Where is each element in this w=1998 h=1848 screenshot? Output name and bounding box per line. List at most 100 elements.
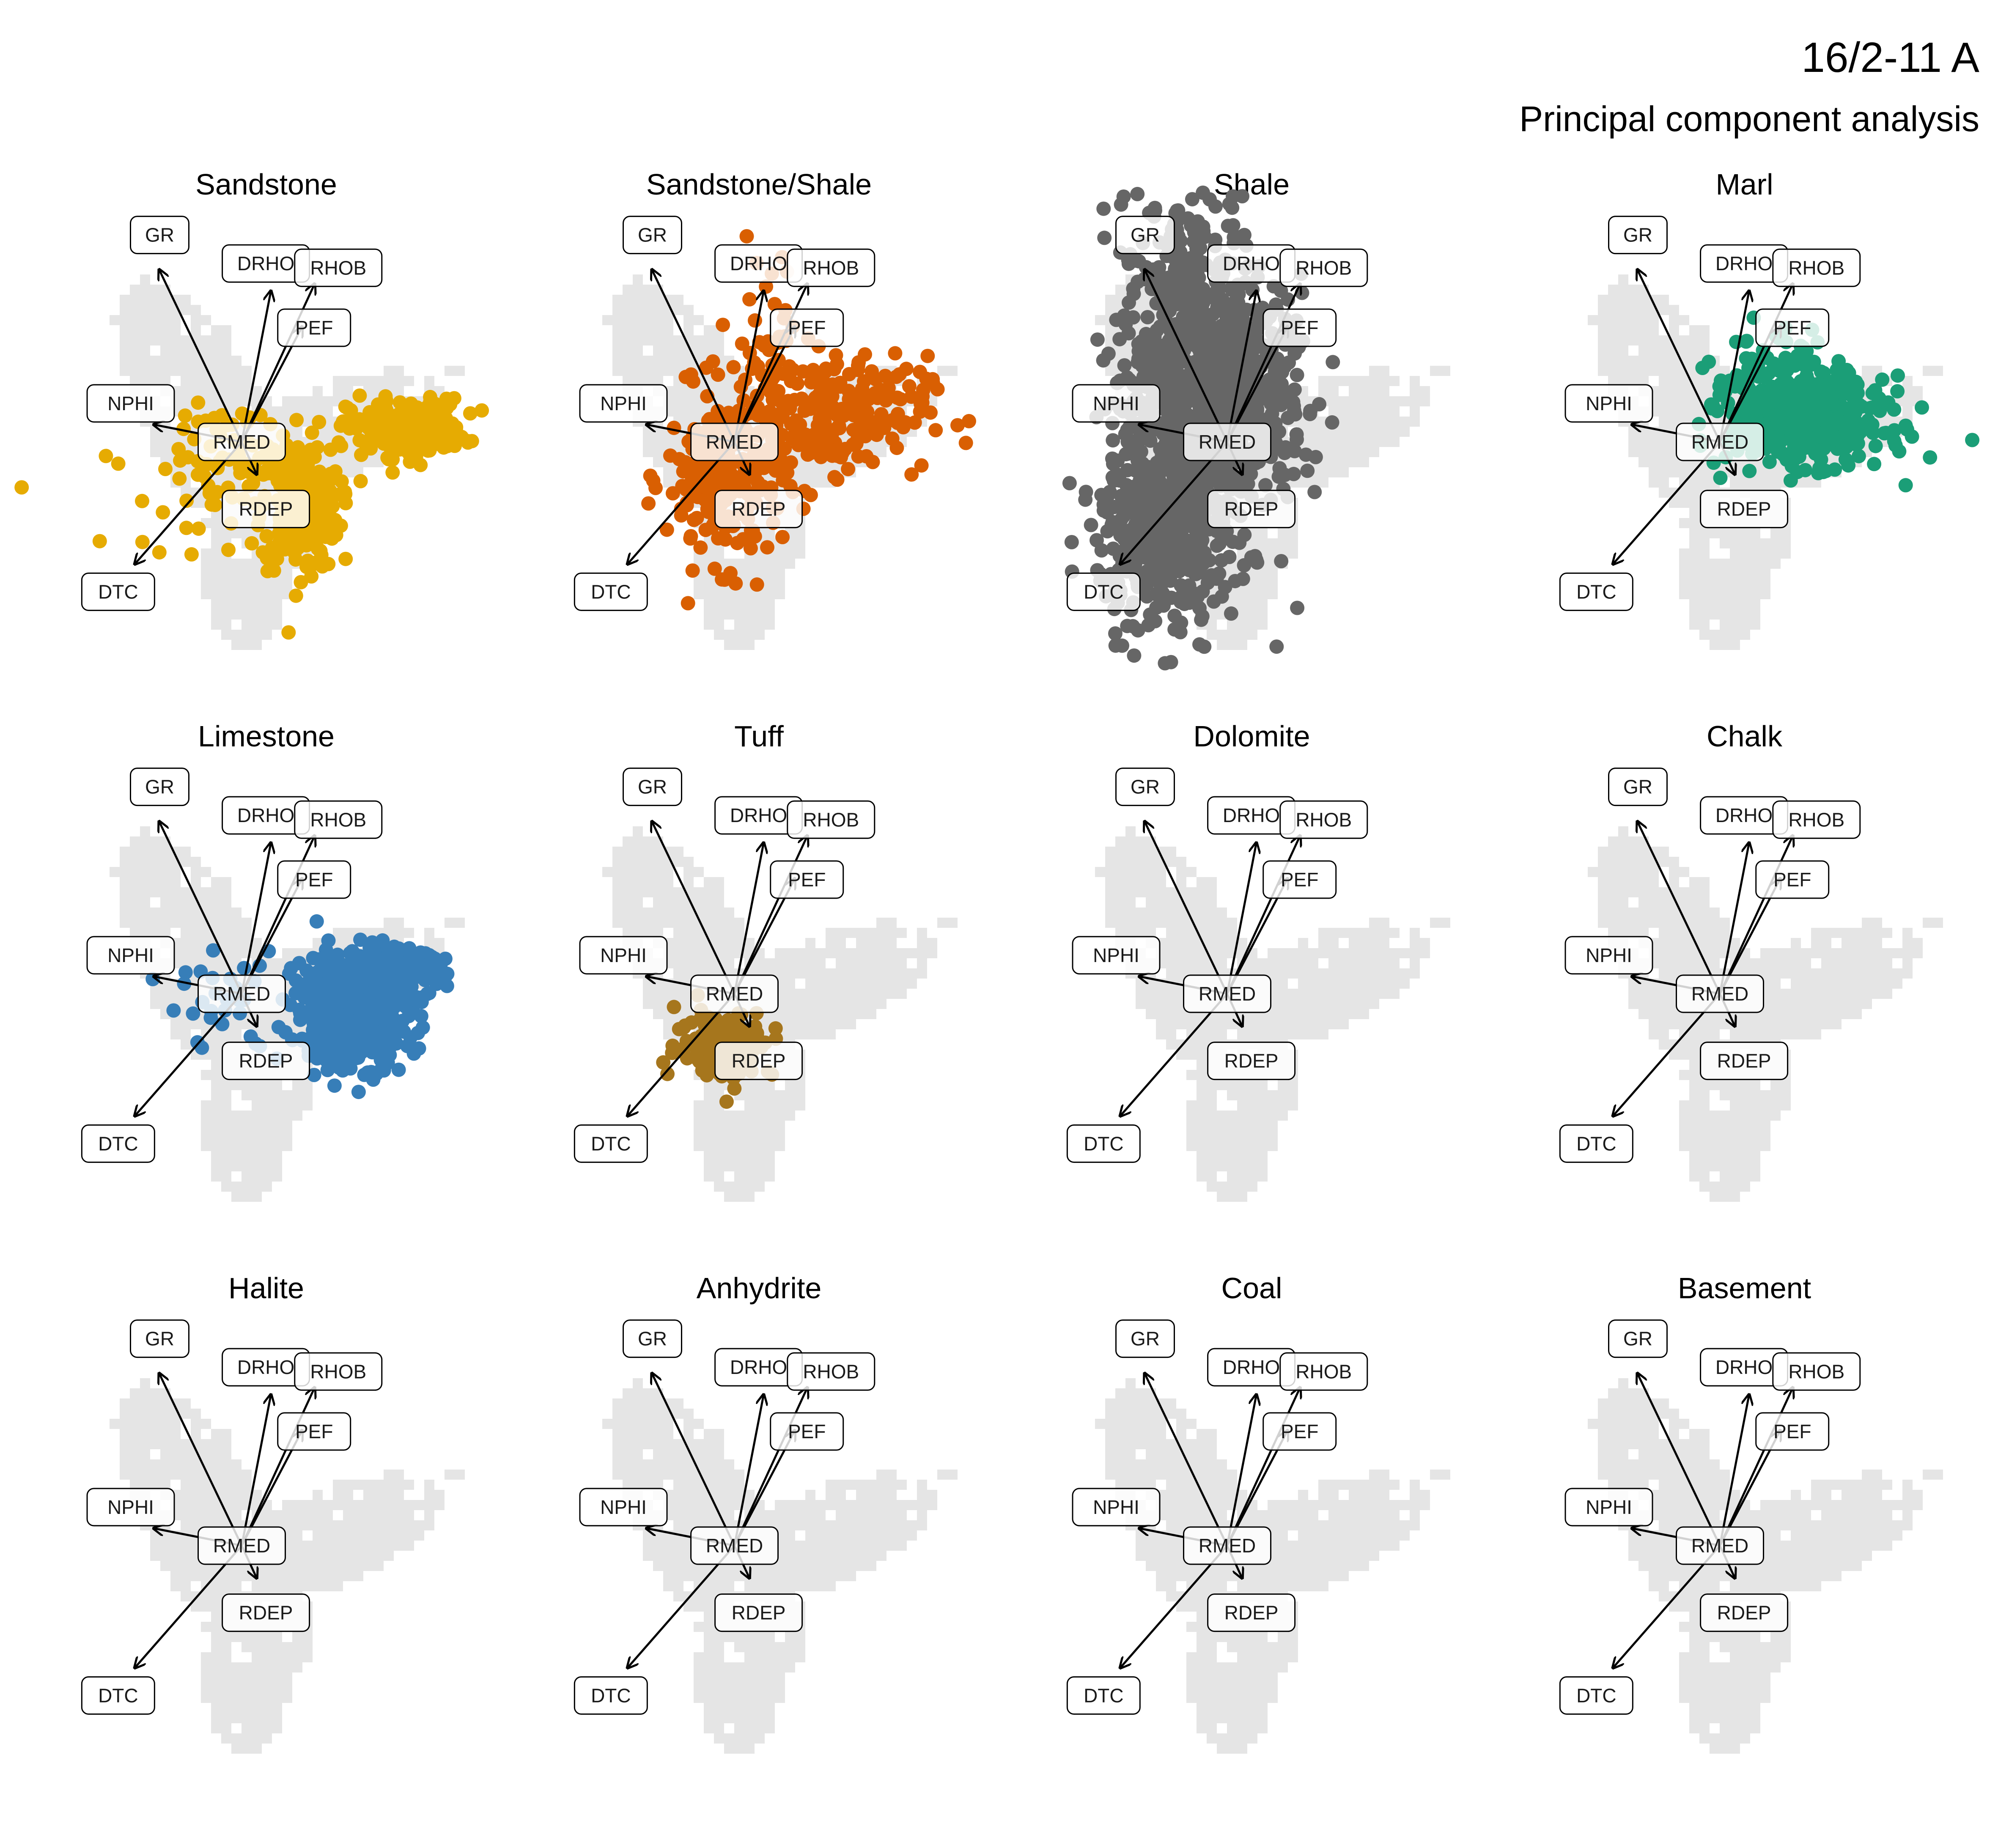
- density-cell: [765, 559, 775, 569]
- density-cell: [744, 630, 755, 640]
- density-cell: [653, 335, 663, 345]
- density-cell: [1339, 447, 1349, 457]
- density-cell: [211, 569, 221, 579]
- data-point: [111, 456, 126, 471]
- density-cell: [1268, 589, 1278, 599]
- density-cell: [1720, 599, 1730, 609]
- data-point: [1189, 330, 1204, 345]
- data-point: [291, 539, 305, 554]
- density-cell: [1730, 569, 1740, 579]
- data-point: [1713, 471, 1728, 485]
- data-point: [299, 559, 314, 574]
- data-point: [1224, 606, 1238, 621]
- density-cell: [231, 569, 242, 579]
- density-cell: [876, 447, 886, 457]
- data-point: [885, 431, 900, 446]
- density-cell: [1730, 579, 1740, 589]
- density-cell: [744, 559, 755, 569]
- density-cell: [1268, 569, 1278, 579]
- density-cell: [744, 609, 755, 620]
- data-point: [1841, 458, 1856, 473]
- density-cell: [1730, 609, 1740, 620]
- density-cell: [231, 599, 242, 609]
- density-cell: [744, 620, 755, 630]
- density-cell: [1628, 366, 1638, 376]
- density-cell: [1278, 538, 1288, 548]
- density-cell: [1379, 437, 1389, 447]
- density-cell: [653, 447, 663, 457]
- density-cell: [1608, 295, 1618, 305]
- density-cell: [130, 335, 140, 345]
- data-point: [1191, 304, 1205, 318]
- density-cell: [292, 427, 302, 437]
- label-dtc: DTC: [1066, 572, 1141, 611]
- density-cell: [805, 467, 815, 477]
- density-cell: [1750, 538, 1760, 548]
- data-point: [1120, 370, 1134, 385]
- density-cell: [1339, 437, 1349, 447]
- density-cell: [1379, 396, 1389, 406]
- density-cell: [1679, 315, 1689, 325]
- density-cell: [1339, 417, 1349, 427]
- density-cell: [714, 335, 724, 345]
- density-cell: [623, 315, 633, 325]
- density-cell: [1689, 569, 1699, 579]
- density-cell: [1710, 569, 1720, 579]
- density-cell: [262, 630, 272, 640]
- data-point: [1141, 349, 1156, 364]
- data-point: [643, 469, 658, 483]
- density-cell: [1770, 477, 1781, 488]
- data-point: [1117, 504, 1132, 518]
- label-nphi: NPHI: [86, 384, 175, 423]
- loading-arrow-gr: [160, 271, 243, 443]
- density-cell: [242, 630, 252, 640]
- density-cell: [1902, 396, 1913, 406]
- density-cell: [714, 599, 724, 609]
- density-cell: [623, 325, 633, 335]
- density-cell: [272, 609, 282, 620]
- density-cell: [673, 295, 683, 305]
- density-cell: [704, 335, 714, 345]
- data-point: [919, 371, 934, 386]
- density-cell: [643, 447, 653, 457]
- density-cell: [1638, 295, 1649, 305]
- density-cell: [1638, 305, 1649, 315]
- density-cell: [1389, 437, 1400, 447]
- data-point: [409, 449, 423, 464]
- density-cell: [1679, 396, 1689, 406]
- data-point: [1155, 586, 1170, 600]
- density-cell: [282, 396, 292, 406]
- data-point: [735, 336, 749, 351]
- density-cell: [343, 386, 353, 396]
- data-point: [233, 460, 247, 475]
- data-point: [365, 422, 380, 436]
- density-cell: [252, 569, 262, 579]
- density-cell: [1699, 589, 1710, 599]
- density-cell: [231, 376, 242, 386]
- density-cell: [201, 315, 211, 325]
- density-cell: [744, 640, 755, 650]
- density-cell: [1359, 406, 1369, 417]
- label-nphi: NPHI: [579, 384, 668, 423]
- density-cell: [242, 366, 252, 376]
- data-point: [641, 496, 656, 511]
- density-cell: [1598, 325, 1608, 335]
- density-cell: [140, 325, 150, 335]
- label-gr: GR: [1115, 216, 1175, 255]
- density-cell: [1669, 366, 1679, 376]
- density-cell: [1659, 467, 1669, 477]
- density-cell: [201, 345, 211, 356]
- density-cell: [1608, 335, 1618, 345]
- density-cell: [1679, 467, 1689, 477]
- density-cell: [181, 396, 191, 406]
- density-cell: [1679, 376, 1689, 386]
- label-drho: DRHO: [222, 244, 310, 283]
- density-cell: [455, 366, 465, 376]
- data-point: [1867, 457, 1882, 472]
- data-point: [179, 521, 194, 535]
- density-cell: [160, 325, 170, 335]
- data-point: [1196, 359, 1210, 374]
- density-cell: [673, 345, 683, 356]
- density-cell: [755, 599, 765, 609]
- data-point: [1114, 197, 1128, 212]
